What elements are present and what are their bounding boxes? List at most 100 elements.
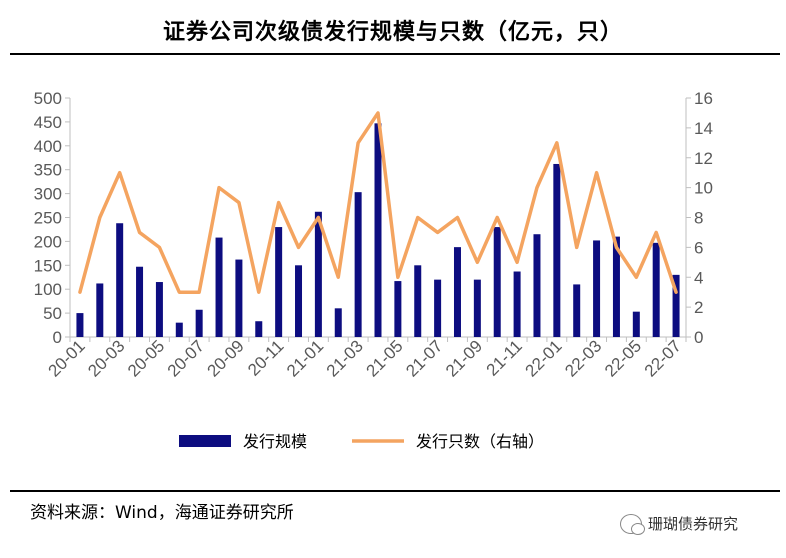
top-rule	[10, 53, 780, 55]
y-left-tick-label: 0	[53, 328, 62, 347]
line-point	[198, 291, 200, 293]
bar	[195, 309, 203, 337]
bar	[414, 265, 422, 337]
line-point	[437, 231, 439, 233]
watermark: 珊瑚债券研究	[620, 513, 739, 535]
bar	[334, 308, 342, 337]
bar	[175, 322, 183, 337]
line-point	[476, 261, 478, 263]
x-tick-label: 21-01	[283, 336, 327, 380]
line-point	[139, 231, 141, 233]
y-right-tick-label: 8	[694, 209, 703, 228]
x-tick-label: 20-01	[45, 336, 89, 380]
line-point	[79, 291, 81, 293]
y-left-tick-label: 350	[34, 161, 62, 180]
bar	[255, 321, 263, 337]
bar	[275, 227, 283, 337]
bar	[672, 274, 680, 337]
bar	[652, 242, 660, 337]
bar	[453, 247, 461, 337]
line-point	[516, 261, 518, 263]
y-left-tick-label: 50	[43, 304, 62, 323]
line-point	[496, 217, 498, 218]
y-right-tick-label: 4	[694, 268, 703, 287]
bar	[155, 282, 163, 337]
y-right-tick-label: 10	[694, 179, 713, 198]
bar	[513, 271, 521, 337]
line-point	[615, 246, 617, 248]
x-tick-label: 20-07	[164, 336, 208, 380]
x-tick-label: 21-09	[442, 336, 486, 380]
x-tick-label: 20-03	[84, 336, 128, 380]
bar	[374, 123, 382, 337]
line-point	[536, 187, 538, 189]
wechat-icon	[620, 513, 645, 535]
x-tick-label: 22-07	[641, 336, 685, 380]
bar	[573, 284, 581, 337]
y-right-tick-label: 0	[694, 328, 703, 347]
bar	[235, 259, 243, 337]
line-point	[238, 202, 240, 204]
line-point	[397, 276, 399, 278]
line-point	[417, 217, 419, 218]
line-point	[218, 187, 220, 189]
y-left-tick-label: 400	[34, 137, 62, 156]
line-point	[655, 231, 657, 233]
line-point	[258, 291, 260, 293]
bar	[493, 227, 501, 337]
bar	[394, 281, 402, 337]
line-point	[596, 172, 598, 174]
legend-line-label: 发行只数（右轴）	[416, 432, 544, 451]
x-tick-label: 22-03	[561, 336, 605, 380]
line-point	[456, 217, 458, 218]
y-right-tick-label: 6	[694, 238, 703, 257]
bar	[116, 223, 124, 337]
y-right-tick-label: 12	[694, 149, 713, 168]
legend-bar-swatch	[179, 435, 231, 447]
bar	[96, 283, 104, 337]
x-tick-label: 21-11	[483, 336, 526, 379]
page-title: 证券公司次级债发行规模与只数（亿元，只）	[162, 19, 623, 45]
source-note: 资料来源：Wind，海通证券研究所	[30, 503, 294, 523]
bottom-rule	[10, 490, 780, 492]
legend-bar-label: 发行规模	[243, 432, 307, 451]
x-tick-label: 22-05	[601, 336, 645, 380]
x-tick-label: 20-11	[244, 336, 287, 379]
line-point	[357, 142, 359, 144]
y-left-tick-label: 500	[34, 89, 62, 108]
x-tick-label: 21-03	[323, 336, 367, 380]
y-right-tick-label: 2	[694, 298, 703, 317]
bar	[612, 236, 620, 337]
bar	[553, 163, 561, 337]
line-point	[158, 246, 160, 248]
line-point	[298, 246, 300, 248]
y-left-tick-label: 450	[34, 113, 62, 132]
line-point	[675, 291, 677, 293]
bar	[533, 234, 541, 337]
bar	[215, 237, 223, 337]
x-tick-label: 20-05	[124, 336, 168, 380]
y-right-tick-label: 14	[694, 119, 713, 138]
watermark-text: 珊瑚债券研究	[648, 515, 739, 533]
x-tick-label: 21-07	[402, 336, 446, 380]
bar	[632, 311, 640, 337]
bar	[473, 279, 481, 337]
line-point	[119, 172, 121, 174]
line-point	[635, 276, 637, 278]
y-right-tick-label: 16	[694, 89, 713, 108]
x-tick-label: 20-09	[204, 336, 248, 380]
x-tick-label: 21-05	[363, 336, 407, 380]
y-left-tick-label: 100	[34, 280, 62, 299]
bar	[434, 279, 442, 337]
y-left-tick-label: 150	[34, 256, 62, 275]
bar	[295, 265, 303, 337]
x-tick-label: 22-01	[521, 336, 565, 380]
line-point	[178, 291, 180, 293]
y-left-tick-label: 300	[34, 185, 62, 204]
bar	[314, 211, 322, 337]
line-point	[576, 246, 578, 248]
y-left-tick-label: 200	[34, 232, 62, 251]
bar	[76, 313, 84, 337]
bar	[136, 266, 144, 337]
